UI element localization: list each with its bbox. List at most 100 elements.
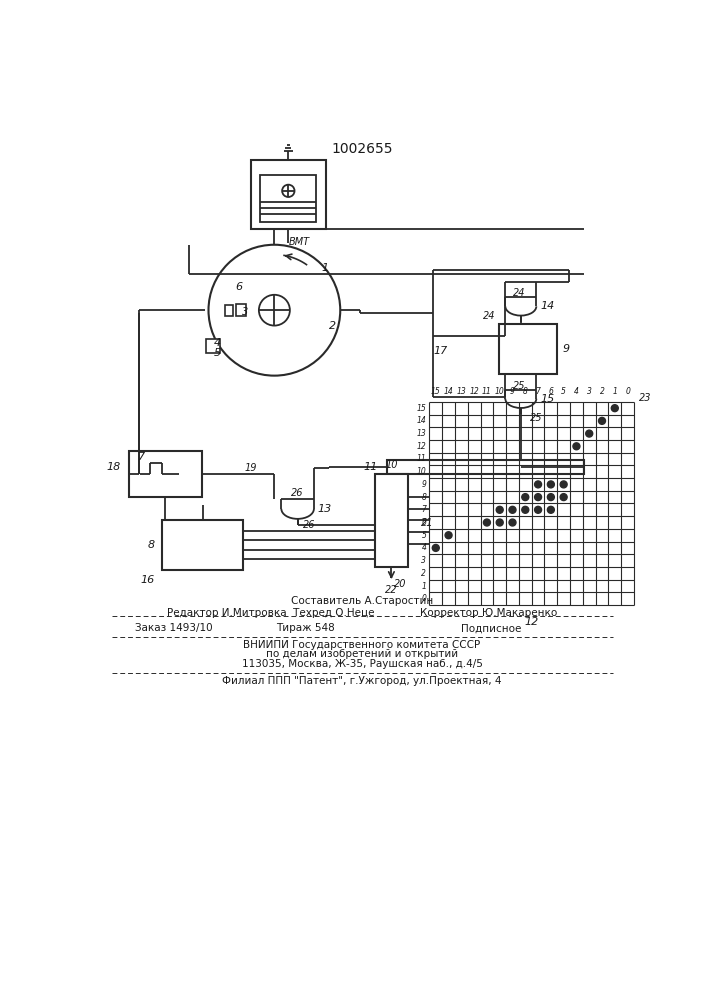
Text: 8: 8	[523, 387, 527, 396]
Text: 17: 17	[434, 346, 448, 356]
Text: 26: 26	[291, 488, 304, 498]
Text: 2: 2	[329, 321, 336, 331]
Text: 18: 18	[107, 462, 121, 472]
Circle shape	[484, 519, 491, 526]
Text: 4: 4	[421, 543, 426, 552]
Text: 24: 24	[513, 288, 525, 298]
Text: 6: 6	[235, 282, 243, 292]
Text: 9: 9	[510, 387, 515, 396]
Text: 10: 10	[385, 460, 397, 470]
Circle shape	[522, 494, 529, 501]
Text: Редактор И.Митровка  Техред О.Неце              Корректор Ю.Макаренко: Редактор И.Митровка Техред О.Неце Коррек…	[167, 608, 557, 618]
Text: 2: 2	[421, 569, 426, 578]
Text: 5: 5	[214, 348, 221, 358]
Text: 11: 11	[416, 454, 426, 463]
Circle shape	[547, 494, 554, 501]
Bar	[499, 324, 557, 374]
Text: 9: 9	[421, 480, 426, 489]
Text: 1: 1	[612, 387, 617, 396]
Text: 14: 14	[541, 301, 555, 311]
Bar	[235, 304, 247, 316]
Text: 113035, Москва, Ж-35, Раушская наб., д.4/5: 113035, Москва, Ж-35, Раушская наб., д.4…	[242, 659, 482, 669]
Circle shape	[547, 506, 554, 513]
Text: 7: 7	[138, 452, 145, 462]
Text: 25: 25	[513, 381, 525, 391]
Text: 2: 2	[600, 387, 604, 396]
Text: 15: 15	[431, 387, 440, 396]
Text: 7: 7	[421, 505, 426, 514]
Circle shape	[509, 519, 516, 526]
Circle shape	[547, 481, 554, 488]
Text: ВМТ: ВМТ	[288, 237, 310, 247]
Text: 1: 1	[421, 582, 426, 591]
Text: 26: 26	[303, 520, 315, 530]
Bar	[375, 474, 408, 567]
Text: 14: 14	[444, 387, 453, 396]
Text: 1002655: 1002655	[331, 142, 392, 156]
Text: 20: 20	[395, 579, 407, 589]
Text: 25: 25	[530, 413, 542, 423]
Bar	[225, 305, 233, 316]
Text: 14: 14	[416, 416, 426, 425]
Text: Филиал ППП "Патент", г.Ужгород, ул.Проектная, 4: Филиал ППП "Патент", г.Ужгород, ул.Проек…	[222, 676, 502, 686]
Bar	[129, 451, 202, 497]
Text: 4: 4	[574, 387, 579, 396]
Text: Заказ 1493/10: Заказ 1493/10	[135, 623, 213, 633]
Circle shape	[585, 430, 592, 437]
Bar	[387, 460, 585, 474]
Circle shape	[612, 405, 619, 412]
Text: Подписное: Подписное	[461, 623, 522, 633]
Text: ВНИИПИ Государственного комитета СССР: ВНИИПИ Государственного комитета СССР	[243, 640, 481, 650]
Text: 24: 24	[483, 311, 495, 321]
Text: 19: 19	[245, 463, 257, 473]
Text: 13: 13	[457, 387, 466, 396]
Text: 3: 3	[587, 387, 592, 396]
Text: 21: 21	[421, 518, 433, 528]
Text: 4: 4	[214, 338, 221, 348]
Text: 16: 16	[140, 575, 154, 585]
Circle shape	[534, 481, 542, 488]
Circle shape	[560, 481, 567, 488]
Text: 3: 3	[421, 556, 426, 565]
Text: 11: 11	[482, 387, 492, 396]
Text: 22: 22	[385, 585, 397, 595]
Text: 11: 11	[363, 462, 378, 472]
Text: 8: 8	[421, 493, 426, 502]
Text: 6: 6	[549, 387, 554, 396]
Text: 1: 1	[321, 263, 328, 273]
Circle shape	[496, 519, 503, 526]
Text: Тираж 548: Тираж 548	[276, 623, 334, 633]
Text: 15: 15	[416, 404, 426, 413]
Text: 12: 12	[469, 387, 479, 396]
Bar	[162, 520, 243, 570]
Text: 15: 15	[541, 394, 555, 404]
Bar	[206, 339, 220, 353]
Circle shape	[509, 506, 516, 513]
Circle shape	[522, 506, 529, 513]
Text: 13: 13	[317, 504, 332, 514]
Circle shape	[560, 494, 567, 501]
Text: по делам изобретений и открытий: по делам изобретений и открытий	[266, 649, 458, 659]
Bar	[260, 175, 316, 222]
Text: 8: 8	[147, 540, 154, 550]
Circle shape	[534, 506, 542, 513]
Text: 6: 6	[421, 518, 426, 527]
Text: 3: 3	[242, 307, 248, 317]
Circle shape	[445, 532, 452, 539]
Text: 5: 5	[421, 531, 426, 540]
Text: 7: 7	[536, 387, 541, 396]
Circle shape	[573, 443, 580, 450]
Text: 9: 9	[563, 344, 570, 354]
Text: 12: 12	[525, 617, 539, 627]
Text: 13: 13	[416, 429, 426, 438]
Bar	[251, 160, 325, 229]
Text: 5: 5	[561, 387, 566, 396]
Circle shape	[599, 417, 605, 424]
Text: Составитель А.Старостин: Составитель А.Старостин	[291, 596, 433, 606]
Text: 0: 0	[625, 387, 630, 396]
Text: 23: 23	[639, 393, 652, 403]
Circle shape	[432, 544, 439, 551]
Text: 0: 0	[421, 594, 426, 603]
Circle shape	[534, 494, 542, 501]
Text: 12: 12	[416, 442, 426, 451]
